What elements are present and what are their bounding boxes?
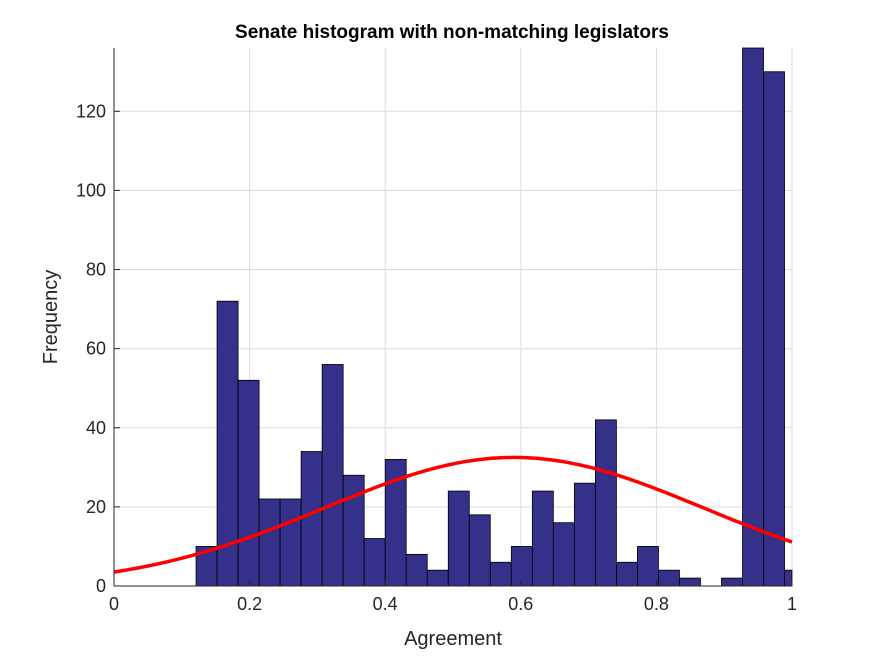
x-tick-label: 0.2 (237, 594, 262, 614)
x-tick-label: 1 (787, 594, 797, 614)
x-tick-label: 0 (109, 594, 119, 614)
histogram-bar (237, 379, 260, 587)
histogram-bar (721, 577, 743, 587)
x-tick-label: 0.8 (644, 594, 669, 614)
histogram-bar (679, 577, 701, 587)
histogram-bar (784, 569, 793, 587)
x-tick-label: 0.6 (508, 594, 533, 614)
histogram-bar (300, 451, 323, 587)
y-tick-label: 100 (76, 180, 106, 200)
y-tick-labels: 0 20 40 60 80 100 120 (76, 101, 106, 596)
y-tick-label: 60 (86, 339, 106, 359)
histogram-bar (489, 561, 512, 587)
histogram-bar (405, 553, 428, 587)
histogram-bar (258, 498, 281, 587)
histogram-bar (658, 569, 680, 587)
histogram-bar (468, 514, 491, 587)
histogram-bar (363, 538, 386, 587)
histogram-bar (321, 364, 344, 587)
histogram-bar (763, 71, 785, 587)
x-tick-label: 0.4 (373, 594, 398, 614)
y-tick-label: 40 (86, 418, 106, 438)
fit-curve-layer (113, 455, 793, 574)
axes (113, 48, 793, 587)
histogram-bar (426, 569, 449, 587)
y-axis-label: Frequency (40, 270, 62, 365)
histogram-bar (531, 490, 554, 587)
histogram-bar (615, 561, 638, 587)
histogram-bar (510, 546, 533, 587)
x-tick-labels: 0 0.2 0.4 0.6 0.8 1 (109, 594, 797, 614)
x-axis-label: Agreement (404, 628, 502, 650)
y-tick-label: 80 (86, 260, 106, 280)
histogram-bar (573, 482, 596, 587)
normal-fit-curve (113, 455, 793, 574)
histogram-bar (637, 546, 659, 587)
chart-title: Senate histogram with non-matching legis… (235, 22, 669, 43)
y-tick-label: 0 (96, 576, 106, 596)
y-tick-label: 120 (76, 101, 106, 121)
histogram-bar (594, 419, 617, 587)
histogram-bar (447, 490, 470, 587)
histogram-bar (279, 498, 302, 587)
y-tick-label: 20 (86, 497, 106, 517)
histogram-bar (742, 47, 764, 587)
histogram-bar (552, 522, 575, 587)
